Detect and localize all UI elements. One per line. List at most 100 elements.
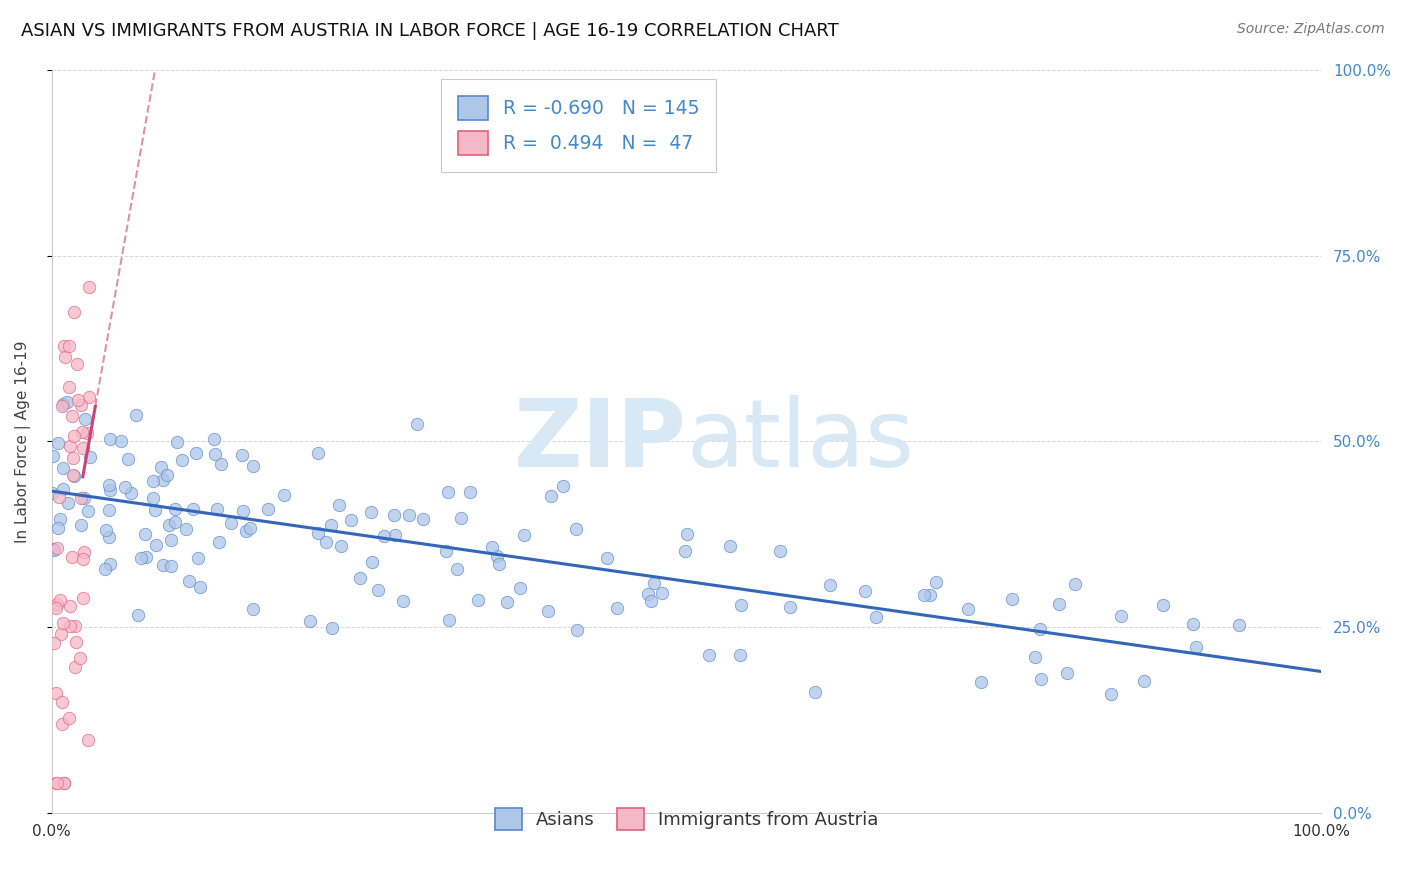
Point (242, 458, 264, 473)
Point (637, 587, 659, 601)
Point (467, 593, 489, 607)
Point (319, 518, 342, 533)
Point (72, 441, 94, 455)
Point (675, 526, 697, 541)
Point (257, 501, 280, 516)
Point (1056, 665, 1078, 680)
Point (398, 508, 420, 523)
Point (53, 350, 76, 364)
Point (382, 508, 405, 523)
Point (485, 549, 508, 563)
Point (437, 485, 460, 500)
Point (49, 593, 72, 607)
Point (481, 541, 503, 555)
Point (912, 588, 935, 602)
Point (51, 695, 73, 709)
Point (804, 685, 827, 699)
Point (45, 601, 67, 615)
Point (66, 392, 89, 407)
Point (673, 544, 696, 558)
Point (97, 502, 120, 516)
Point (46, 597, 69, 611)
Point (436, 544, 458, 558)
Point (41, 485, 63, 500)
Point (77, 391, 100, 405)
Point (176, 522, 198, 536)
Point (117, 451, 139, 466)
Point (651, 586, 673, 600)
Point (606, 601, 628, 615)
Point (367, 582, 389, 597)
Point (1029, 623, 1052, 637)
Point (239, 521, 262, 535)
Point (231, 448, 253, 462)
Point (207, 502, 229, 516)
Point (77, 733, 100, 747)
Point (142, 491, 165, 505)
Point (157, 517, 180, 532)
Point (450, 510, 472, 524)
Point (437, 613, 460, 627)
Point (1152, 599, 1174, 613)
Point (159, 533, 181, 548)
Point (100, 483, 122, 498)
Point (48, 490, 70, 504)
Point (134, 527, 156, 541)
Y-axis label: In Labor Force | Age 16-19: In Labor Force | Age 16-19 (15, 340, 31, 542)
Text: ZIP: ZIP (513, 395, 686, 487)
Point (69, 651, 91, 665)
Point (56, 395, 79, 409)
Point (373, 529, 395, 543)
Point (509, 581, 531, 595)
Point (69, 517, 91, 532)
Point (63, 429, 86, 443)
Point (58, 618, 80, 632)
Point (460, 485, 482, 500)
Point (235, 524, 257, 538)
Point (970, 675, 993, 690)
Point (62, 450, 84, 465)
Point (1227, 618, 1250, 632)
Point (536, 604, 558, 618)
Point (565, 624, 588, 638)
Point (52, 776, 75, 790)
Point (73, 412, 96, 426)
Point (820, 578, 842, 592)
Point (72, 552, 94, 566)
Point (540, 489, 562, 503)
Point (152, 558, 174, 572)
Point (49, 626, 72, 640)
Point (94, 562, 117, 576)
Point (208, 535, 231, 549)
Point (59, 440, 82, 454)
Point (42, 635, 65, 649)
Point (329, 539, 352, 553)
Point (72, 591, 94, 606)
Point (920, 588, 942, 602)
Point (77, 504, 100, 518)
Point (1182, 617, 1205, 632)
Legend: Asians, Immigrants from Austria: Asians, Immigrants from Austria (479, 794, 893, 845)
Point (58, 711, 80, 725)
Point (349, 571, 371, 585)
Point (512, 528, 534, 542)
Point (53, 339, 76, 353)
Point (405, 417, 427, 432)
Point (46, 776, 69, 790)
Point (77, 279, 100, 293)
Point (96, 524, 118, 538)
Point (170, 453, 193, 467)
Point (46, 436, 69, 450)
Point (219, 516, 242, 531)
Point (143, 503, 166, 517)
Point (699, 648, 721, 663)
Point (160, 559, 183, 574)
Point (76, 425, 98, 440)
Point (1047, 597, 1070, 611)
Point (70, 491, 93, 506)
Point (62, 305, 84, 319)
Point (142, 475, 165, 489)
Point (1133, 674, 1156, 689)
Point (44, 543, 66, 558)
Point (127, 608, 149, 623)
